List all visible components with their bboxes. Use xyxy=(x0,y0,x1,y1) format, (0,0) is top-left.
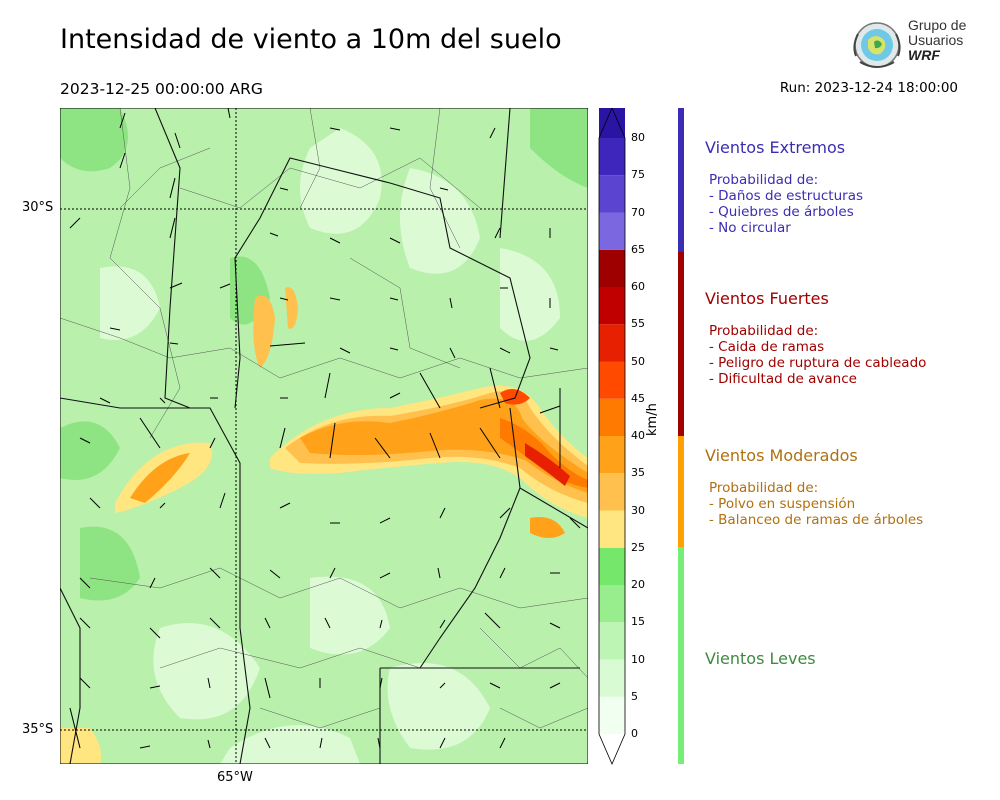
colorbar-segment xyxy=(599,659,625,697)
lon-label-65w: 65°W xyxy=(217,770,253,785)
valid-time: 2023-12-25 00:00:00 ARG xyxy=(60,80,263,98)
moderate-green-areas xyxy=(60,108,588,601)
colorbar-segment xyxy=(599,212,625,250)
colorbar-tick-label: 5 xyxy=(631,689,638,703)
logo-text: Grupo de Usuarios WRF xyxy=(908,17,967,63)
colorbar-min-extension xyxy=(599,734,625,764)
colorbar-segment xyxy=(599,138,625,176)
colorbar-outline xyxy=(598,108,626,766)
colorbar-segment xyxy=(599,547,625,585)
colorbar-max-extension xyxy=(599,108,625,138)
light-wind-areas xyxy=(100,128,560,764)
legend-title-strong: Vientos Fuertes xyxy=(705,289,829,308)
colorbar-unit: km/h xyxy=(645,403,660,436)
legend-title-extreme: Vientos Extremos xyxy=(705,138,846,157)
colorbar-segment xyxy=(599,696,625,734)
colorbar-tick-label: 30 xyxy=(631,503,645,517)
colorbar-segment xyxy=(599,585,625,623)
colorbar-segment xyxy=(599,361,625,399)
colorbar-tick-label: 40 xyxy=(631,429,645,442)
colorbar-tick-label: 25 xyxy=(631,540,645,554)
colorbar-segment xyxy=(599,436,625,474)
colorbar-segment xyxy=(599,249,625,287)
legend-title-light: Vientos Leves xyxy=(705,649,816,668)
wind-intensity-map xyxy=(60,108,588,764)
province-borders xyxy=(60,108,588,764)
colorbar-tick-label: 75 xyxy=(631,168,645,182)
moderate-wind-band xyxy=(60,287,588,764)
legend-desc-strong: Probabilidad de: - Caida de ramas - Peli… xyxy=(709,323,927,387)
legend-bar-light xyxy=(678,547,684,764)
colorbar-segment xyxy=(599,510,625,548)
legend-title-moderate: Vientos Moderados xyxy=(705,446,858,465)
globe-emblem-icon xyxy=(853,22,901,68)
legend-bar-moderate xyxy=(678,436,684,547)
colorbar-segment xyxy=(599,287,625,325)
colorbar-tick-label: 70 xyxy=(631,205,645,219)
colorbar-tick-label: 55 xyxy=(631,317,645,331)
department-borders xyxy=(60,108,588,729)
colorbar-segment xyxy=(599,473,625,511)
colorbar-tick-label: 10 xyxy=(631,652,645,666)
colorbar-tick-label: 0 xyxy=(631,727,638,740)
wind-speed-colorbar xyxy=(598,108,626,766)
chart-title: Intensidad de viento a 10m del suelo xyxy=(60,24,562,55)
legend-bar-extreme xyxy=(678,108,684,252)
graticule xyxy=(60,108,588,764)
lat-label-35s: 35°S xyxy=(22,722,54,737)
legend-desc-moderate: Probabilidad de: - Polvo en suspensión -… xyxy=(709,480,924,528)
colorbar-tick-label: 20 xyxy=(631,578,645,591)
colorbar-tick-label: 15 xyxy=(631,615,645,629)
colorbar-tick-label: 45 xyxy=(631,391,645,405)
colorbar-segment xyxy=(599,622,625,660)
lat-label-30s: 30°S xyxy=(22,200,54,215)
run-time: Run: 2023-12-24 18:00:00 xyxy=(779,80,958,96)
colorbar-tick-label: 80 xyxy=(631,131,645,144)
colorbar-tick-label: 65 xyxy=(631,242,645,256)
legend-desc-extreme: Probabilidad de: - Daños de estructuras … xyxy=(709,172,864,236)
colorbar-tick-label: 35 xyxy=(631,466,645,480)
legend-bar-strong xyxy=(678,252,684,436)
colorbar-segment xyxy=(599,175,625,213)
wind-vectors xyxy=(69,108,581,749)
colorbar-tick-label: 60 xyxy=(631,280,645,293)
colorbar-segment xyxy=(599,324,625,362)
wrf-logo: Grupo de Usuarios WRF xyxy=(848,16,973,74)
colorbar-segment xyxy=(599,398,625,436)
colorbar-tick-label: 50 xyxy=(631,354,645,368)
